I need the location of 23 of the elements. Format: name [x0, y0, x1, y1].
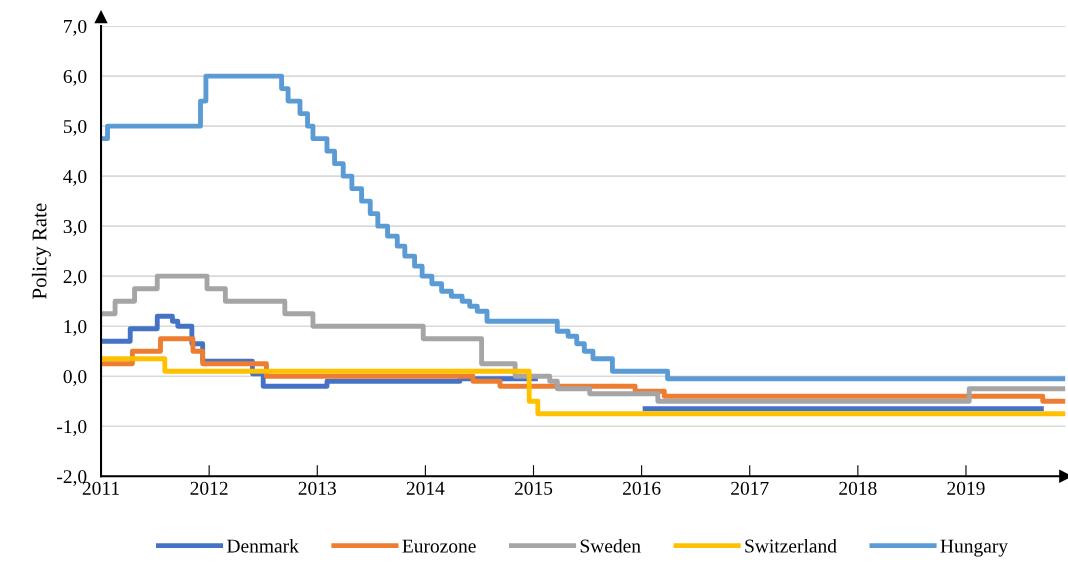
- x-tick-label: 2016: [623, 481, 661, 495]
- x-tick-label: 2019: [947, 481, 985, 495]
- legend-label: Eurozone: [402, 539, 476, 553]
- legend-label: Switzerland: [745, 538, 837, 553]
- legend-label: Hungary: [940, 539, 1008, 557]
- x-tick-label: 2012: [190, 481, 228, 495]
- y-tick-label: 0,0: [63, 370, 87, 386]
- y-tick-label: 4,0: [63, 169, 87, 186]
- x-tick-label: 2018: [839, 481, 877, 495]
- y-tick-label: 5,0: [63, 119, 87, 136]
- x-tick-label: 2013: [298, 481, 336, 495]
- y-tick-label: 2,0: [63, 270, 87, 286]
- legend-label: Denmark: [227, 538, 299, 553]
- x-tick-label: 2015: [514, 481, 553, 495]
- y-tick-label: 7,0: [64, 19, 87, 36]
- x-tick-label: 2017: [731, 481, 769, 495]
- y-tick-label: -1,0: [57, 420, 87, 436]
- y-tick-label: 1,0: [64, 320, 87, 336]
- legend-label: Sweden: [580, 538, 641, 553]
- y-axis-title: Policy Rate: [31, 203, 51, 299]
- y-tick-label: 6,0: [63, 69, 87, 86]
- y-tick-label: 3,0: [63, 219, 87, 236]
- x-tick-label: 2014: [406, 481, 445, 495]
